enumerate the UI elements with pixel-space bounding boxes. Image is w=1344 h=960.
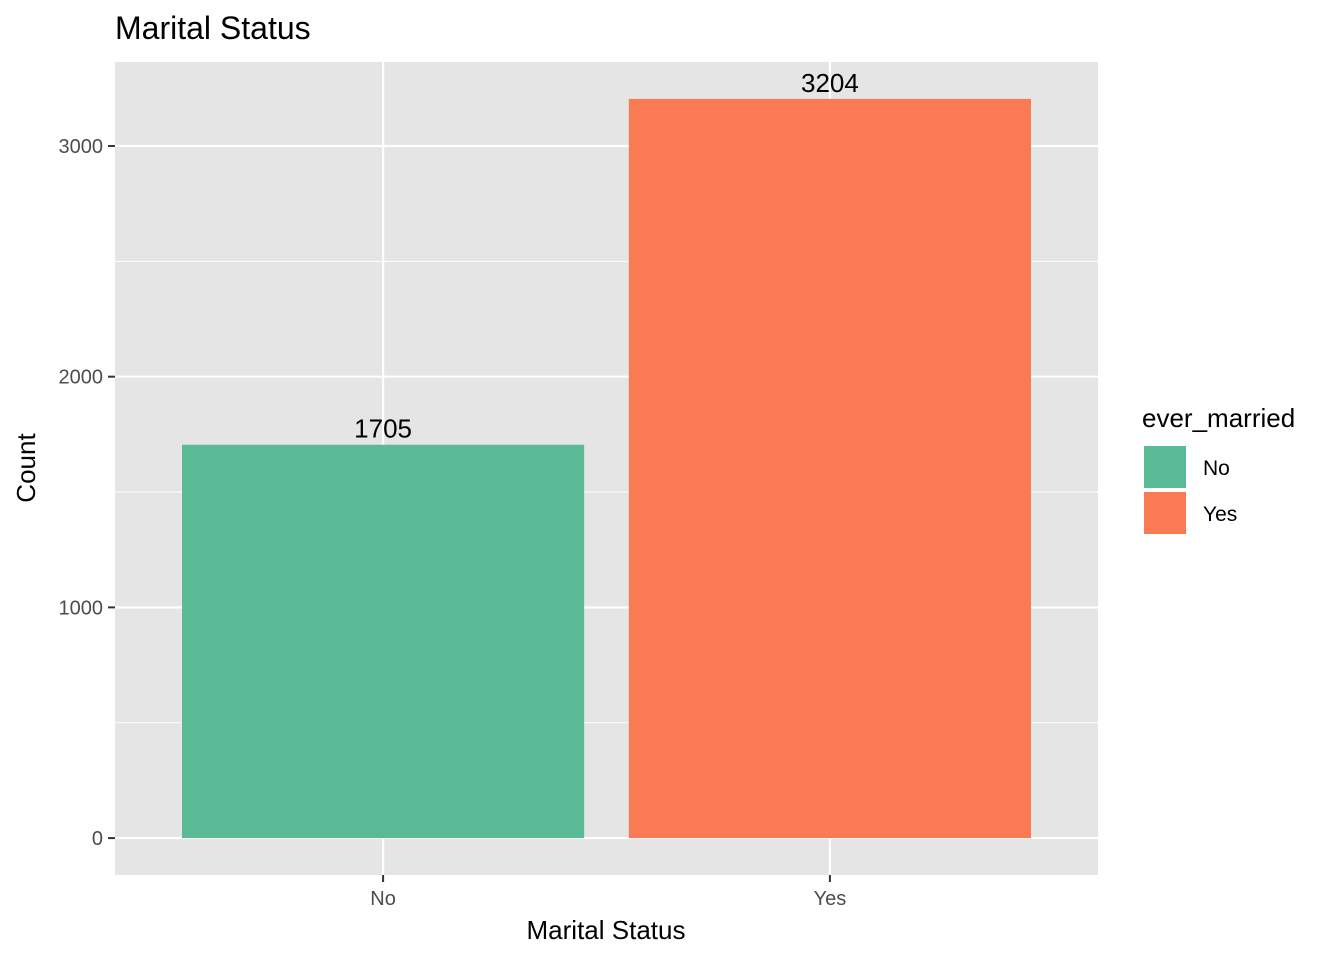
bar-yes [628, 98, 1031, 839]
bars [182, 98, 1031, 839]
legend-key-no [1142, 444, 1188, 490]
data-label-yes: 3204 [801, 68, 859, 98]
legend-key-yes [1142, 490, 1188, 536]
y-tick-label: 2000 [59, 367, 104, 389]
y-tick-label: 3000 [59, 136, 104, 158]
legend-label-yes: Yes [1203, 503, 1237, 526]
data-label-no: 1705 [354, 414, 412, 444]
x-axis-title: Marital Status [527, 915, 686, 945]
y-axis-title: Count [11, 433, 41, 503]
x-tick-label-yes: Yes [814, 888, 847, 910]
x-axis: No Yes [370, 875, 846, 910]
x-tick-label-no: No [370, 888, 396, 910]
y-axis: 0 1000 2000 3000 [59, 136, 115, 850]
y-tick-label: 1000 [59, 597, 104, 619]
y-tick-label: 0 [92, 828, 103, 850]
chart-title: Marital Status [115, 10, 311, 46]
bar-no [182, 444, 585, 839]
legend: ever_married No Yes [1142, 403, 1295, 536]
data-labels: 1705 3204 [354, 68, 859, 444]
legend-label-no: No [1203, 457, 1230, 480]
legend-title: ever_married [1142, 403, 1295, 433]
